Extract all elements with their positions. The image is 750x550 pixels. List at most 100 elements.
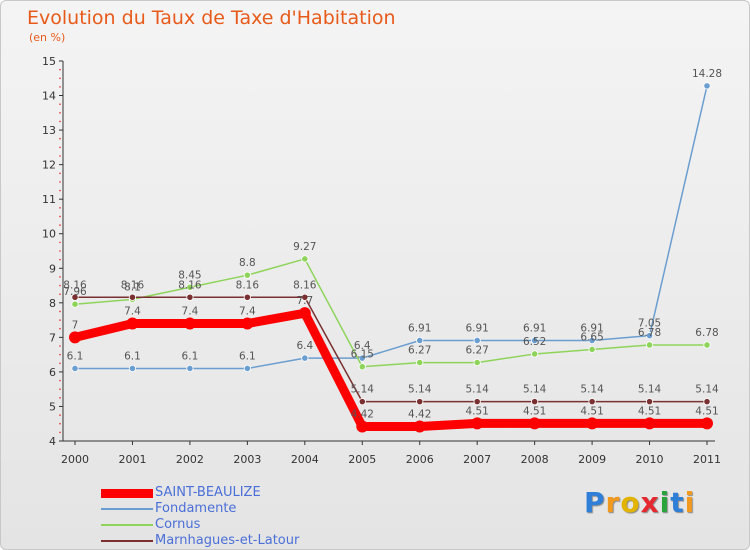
data-point xyxy=(243,271,251,279)
legend-swatch xyxy=(101,540,153,542)
data-label: 8.16 xyxy=(293,279,317,291)
data-label: 7 xyxy=(72,319,79,331)
logo-letter: o xyxy=(620,486,641,519)
y-tick-label: 4 xyxy=(49,435,56,448)
x-tick-label: 2002 xyxy=(176,453,204,466)
data-label: 6.27 xyxy=(408,345,431,357)
x-tick-label: 2001 xyxy=(118,453,146,466)
data-label: 6.4 xyxy=(354,340,371,352)
y-tick-label: 12 xyxy=(42,159,56,172)
data-label: 6.1 xyxy=(182,350,199,362)
y-minor-tick xyxy=(59,241,61,244)
y-tick-label: 14 xyxy=(42,90,56,103)
data-point xyxy=(243,364,251,373)
data-point xyxy=(473,336,481,345)
data-label: 8.16 xyxy=(178,279,202,291)
data-point xyxy=(356,420,369,433)
y-tick-label: 6 xyxy=(49,366,56,379)
chart-title: Evolution du Taux de Taxe d'Habitation xyxy=(27,7,396,29)
data-point xyxy=(128,364,137,373)
data-point xyxy=(643,417,656,430)
y-minor-tick xyxy=(59,353,61,356)
data-label: 4.51 xyxy=(465,405,488,417)
data-point xyxy=(126,317,139,330)
series-line xyxy=(74,296,708,403)
data-point xyxy=(301,293,309,301)
data-point xyxy=(71,293,79,301)
data-point xyxy=(701,417,713,430)
data-label: 4.51 xyxy=(580,405,603,417)
y-minor-tick xyxy=(59,120,61,123)
data-point xyxy=(645,332,654,340)
data-label: 7.05 xyxy=(638,318,661,330)
y-minor-tick xyxy=(59,68,61,71)
y-minor-tick xyxy=(59,379,61,382)
logo-letter: i xyxy=(659,486,671,519)
data-label: 6.91 xyxy=(408,322,431,334)
y-minor-tick xyxy=(59,112,61,114)
data-label: 5.14 xyxy=(638,384,662,396)
y-minor-tick xyxy=(59,155,61,157)
data-point xyxy=(358,398,366,406)
legend-swatch xyxy=(101,508,153,510)
y-tick-label: 5 xyxy=(49,400,56,413)
y-minor-tick xyxy=(59,310,61,313)
legend-label: Cornus xyxy=(155,517,201,532)
data-point xyxy=(473,398,481,406)
data-point xyxy=(588,336,596,345)
data-label: 6.52 xyxy=(523,336,546,348)
y-tick-label: 9 xyxy=(49,262,56,275)
data-label: 5.14 xyxy=(408,384,432,396)
data-label: 5.14 xyxy=(523,384,547,396)
data-point xyxy=(186,293,194,301)
y-minor-tick xyxy=(59,77,61,80)
data-label: 8.16 xyxy=(63,279,87,291)
legend-label: Fondamente xyxy=(155,501,237,516)
data-point xyxy=(413,420,426,433)
x-tick-label: 2008 xyxy=(521,453,549,466)
data-point xyxy=(473,358,481,367)
data-label: 5.14 xyxy=(695,384,719,396)
data-point xyxy=(298,307,311,320)
series-line xyxy=(74,258,708,368)
x-tick-label: 2011 xyxy=(693,453,721,466)
series-line xyxy=(70,308,712,431)
y-minor-tick xyxy=(59,224,61,226)
y-tick-label: 10 xyxy=(42,228,56,241)
data-label: 8.8 xyxy=(239,257,256,269)
y-minor-tick xyxy=(59,181,61,183)
data-label: 5.14 xyxy=(465,384,489,396)
data-point xyxy=(301,354,309,362)
x-tick-label: 2005 xyxy=(348,453,376,466)
data-label: 8.16 xyxy=(236,279,260,291)
data-point xyxy=(416,398,424,406)
logo-letter: P xyxy=(584,486,606,519)
data-point xyxy=(588,398,596,406)
x-tick-label: 2004 xyxy=(291,453,319,466)
legend-swatch xyxy=(101,524,153,526)
y-minor-tick xyxy=(59,293,61,295)
chart-subtitle: (en %) xyxy=(29,31,66,44)
data-label: 6.1 xyxy=(239,350,256,362)
proxiti-logo: Proxiti xyxy=(584,486,695,519)
data-point xyxy=(416,336,424,345)
logo-letter: i xyxy=(684,486,696,519)
data-point xyxy=(645,341,654,349)
data-label: 6.78 xyxy=(695,327,718,339)
data-label: 6.27 xyxy=(465,345,488,357)
data-point xyxy=(358,363,366,371)
data-label: 6.1 xyxy=(67,350,84,362)
data-label: 6.91 xyxy=(465,322,488,334)
data-point xyxy=(241,317,254,330)
y-minor-tick xyxy=(59,284,61,287)
logo-letter: t xyxy=(670,486,685,519)
y-minor-tick xyxy=(59,327,61,330)
data-label: 8.1 xyxy=(124,281,141,293)
data-label: 4.51 xyxy=(638,405,661,417)
data-point xyxy=(531,336,539,345)
data-point xyxy=(186,283,194,291)
series-line xyxy=(74,85,708,370)
data-point xyxy=(301,255,309,263)
data-point xyxy=(186,364,194,373)
